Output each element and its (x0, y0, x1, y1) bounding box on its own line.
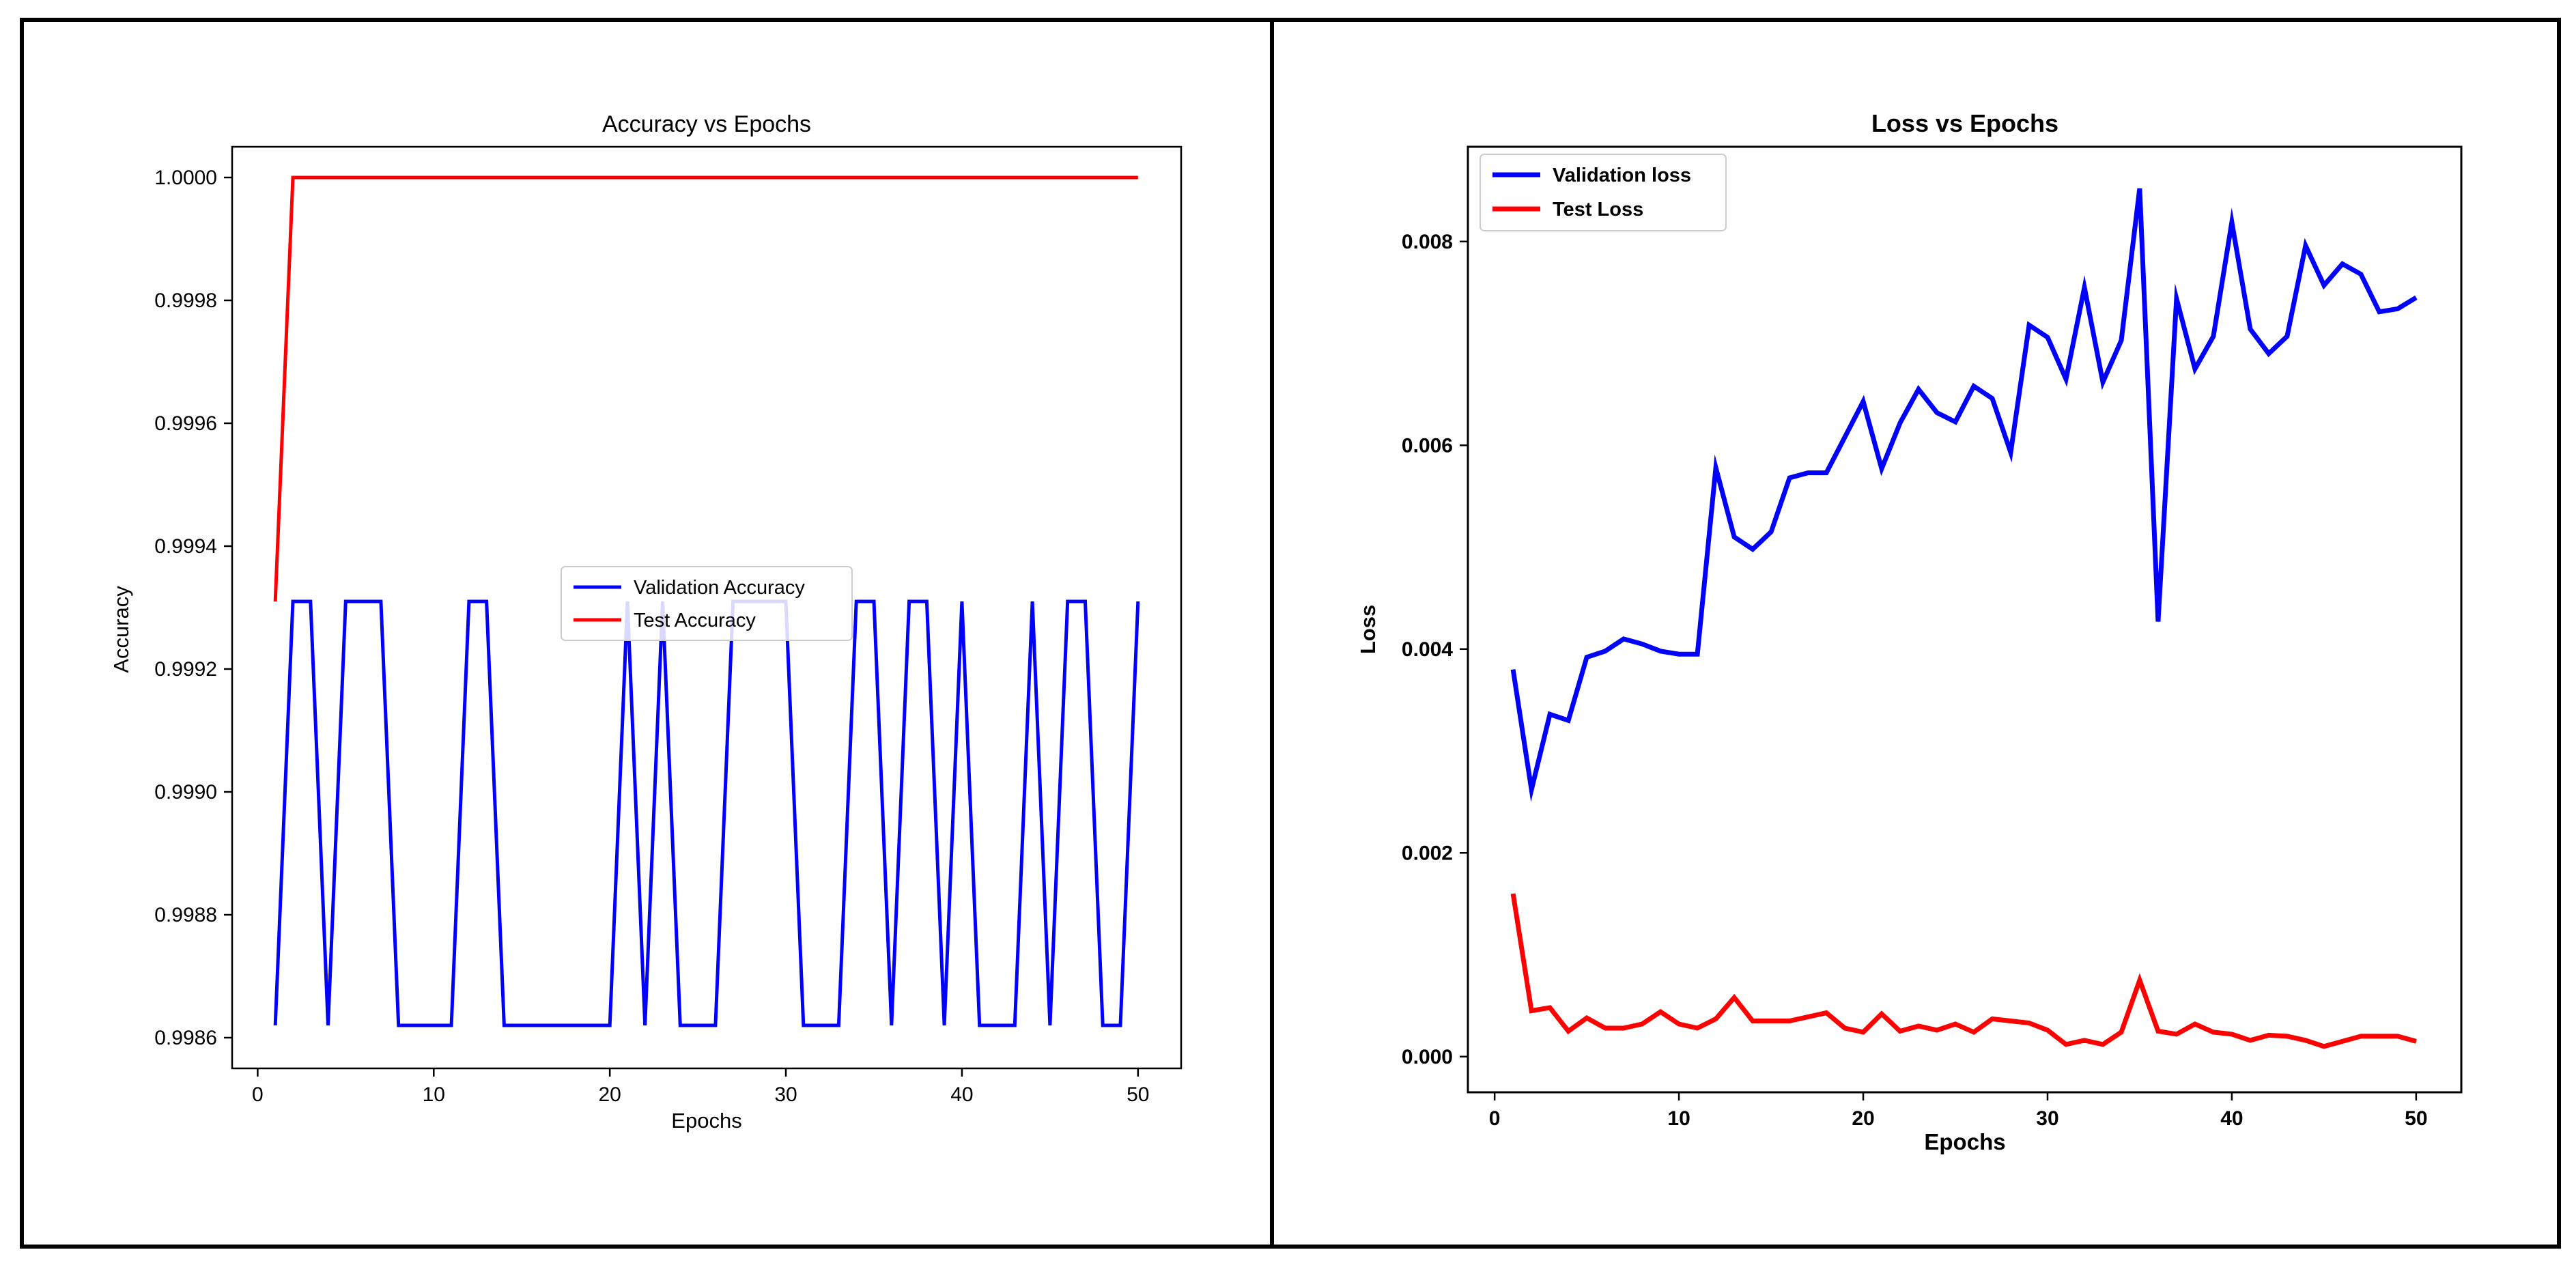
acc-series-line-0 (273, 599, 1140, 1027)
loss-series-line-0 (1510, 188, 2418, 802)
loss-series-line-1 (1510, 893, 2417, 1049)
acc-y-tick-label: 0.9988 (154, 904, 217, 926)
acc-y-tick-label: 0.9990 (154, 781, 217, 804)
loss-x-tick-label: 10 (1667, 1107, 1690, 1130)
acc-x-tick-label: 20 (598, 1083, 621, 1106)
loss-legend-label-1: Test Loss (1553, 199, 1643, 221)
accuracy-x-axis-label: Epochs (671, 1109, 741, 1133)
acc-x-tick-label: 30 (774, 1083, 797, 1106)
acc-legend-label-1: Test Accuracy (634, 610, 756, 631)
acc-x-tick-label: 40 (950, 1083, 973, 1106)
acc-legend-label-0: Validation Accuracy (634, 577, 805, 599)
loss-y-tick-label: 0.008 (1402, 231, 1453, 253)
loss-x-tick-label: 30 (2036, 1107, 2058, 1130)
accuracy-legend: Validation Accuracy Test Accuracy (561, 566, 853, 641)
loss-x-ticks: 0 10 20 30 40 50 (1489, 1092, 2428, 1130)
acc-y-tick-label: 0.9986 (154, 1027, 217, 1049)
acc-y-tick-label: 1.0000 (154, 167, 217, 189)
outer-frame (20, 18, 2561, 1249)
accuracy-y-ticks: 0.9986 0.9988 0.9990 0.9992 0.9994 0.9996 0.99… (154, 167, 232, 1049)
accuracy-x-ticks: 0 10 20 30 40 50 (252, 1068, 1150, 1106)
loss-chart: Loss vs Epochs Loss Epochs 0.0000.0020.0… (1356, 109, 2463, 1154)
loss-y-axis-label: Loss (1356, 605, 1380, 654)
loss-y-tick-label: 0.004 (1402, 638, 1453, 661)
acc-y-tick-label: 0.9996 (154, 412, 217, 435)
loss-x-tick-label: 0 (1489, 1107, 1501, 1130)
acc-y-tick-label: 0.9994 (154, 535, 217, 558)
loss-chart-title: Loss vs Epochs (1871, 109, 2058, 137)
loss-y-tick-label: 0.000 (1402, 1046, 1453, 1068)
accuracy-y-axis-label: Accuracy (109, 586, 133, 673)
loss-x-axis-label: Epochs (1924, 1129, 2005, 1154)
loss-plot-area (1467, 145, 2463, 1094)
acc-x-tick-label: 10 (423, 1083, 445, 1106)
loss-x-tick-label: 40 (2220, 1107, 2243, 1130)
acc-y-tick-label: 0.9992 (154, 658, 217, 681)
acc-series-line-1 (273, 175, 1138, 602)
acc-legend-box (561, 566, 853, 641)
loss-legend-box (1480, 154, 1727, 231)
accuracy-plot-area (231, 145, 1183, 1070)
acc-y-tick-label: 0.9998 (154, 289, 217, 312)
accuracy-plot-lines (273, 175, 1140, 1027)
loss-y-tick-label: 0.006 (1402, 434, 1453, 457)
loss-legend-label-0: Validation loss (1553, 165, 1691, 186)
loss-y-tick-label: 0.002 (1402, 842, 1453, 864)
loss-x-tick-label: 20 (1852, 1107, 1874, 1130)
loss-plot-lines (1510, 188, 2418, 1049)
loss-legend: Validation loss Test Loss (1480, 154, 1727, 231)
loss-x-tick-label: 50 (2405, 1107, 2427, 1130)
loss-y-ticks: 0.000 0.002 0.004 0.006 0.008 (1402, 231, 1468, 1068)
accuracy-chart-title: Accuracy vs Epochs (602, 111, 811, 137)
acc-x-tick-label: 0 (252, 1083, 264, 1106)
acc-x-tick-label: 50 (1127, 1083, 1149, 1106)
accuracy-chart: Accuracy vs Epochs Accuracy Epochs 0.998… (109, 111, 1183, 1133)
